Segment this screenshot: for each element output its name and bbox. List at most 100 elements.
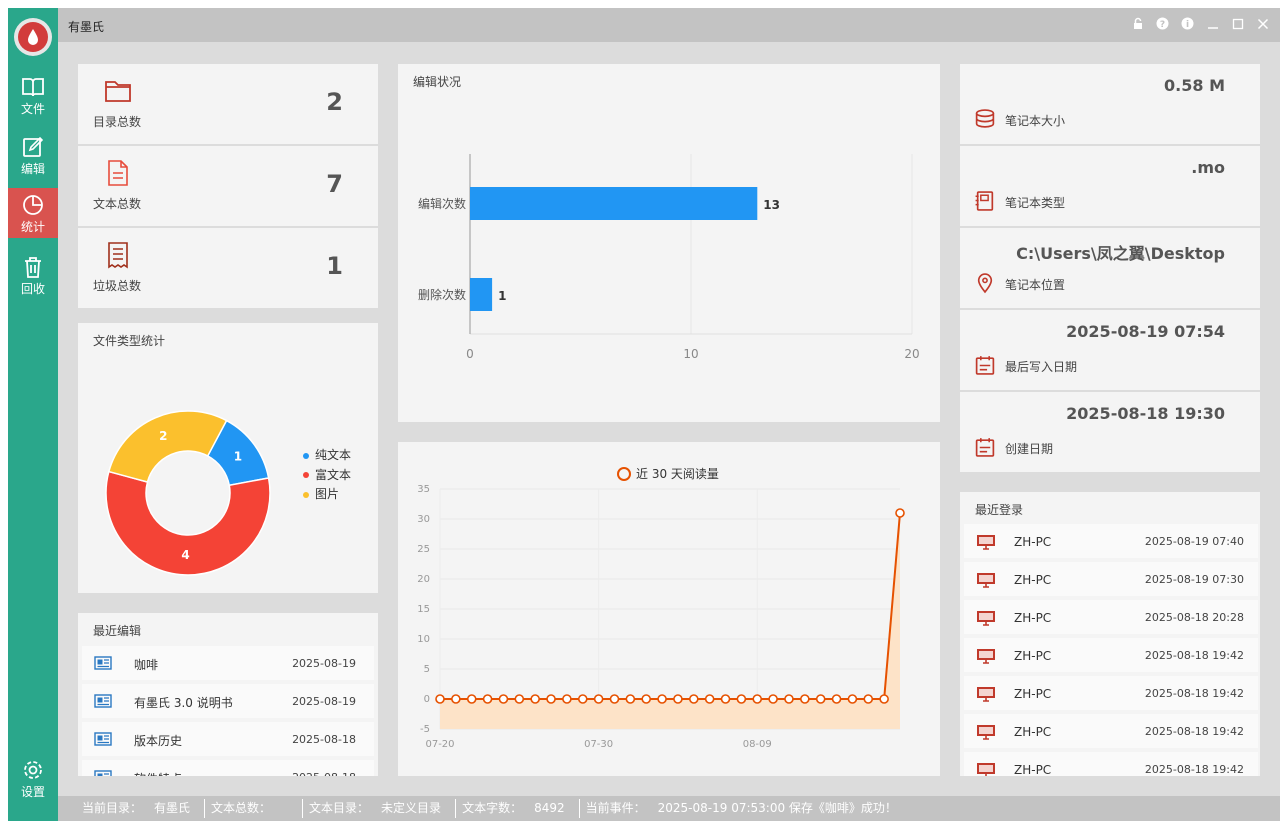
line-point[interactable]: [577, 694, 588, 704]
monitor-icon: [977, 649, 995, 664]
line-point[interactable]: [641, 694, 652, 704]
donut-slice[interactable]: [105, 470, 271, 576]
donut-slice-label: 2: [159, 429, 167, 443]
recent-edit-item[interactable]: 版本历史 2025-08-18: [82, 722, 374, 756]
notebook-info-card: 2025-08-18 19:30 创建日期: [960, 392, 1260, 472]
stat-value: 7: [326, 170, 343, 198]
status-event: 当前事件： 2025-08-19 07:53:00 保存《咖啡》成功！: [585, 801, 897, 815]
info-label: 最后写入日期: [1005, 360, 1078, 374]
recent-login-item[interactable]: ZH-PC 2025-08-19 07:30: [964, 562, 1258, 596]
info-icon[interactable]: i: [1180, 16, 1195, 31]
news-icon: [94, 732, 112, 746]
recent-edit-name: 咖啡: [134, 658, 159, 672]
line-point[interactable]: [831, 694, 842, 704]
sidebar-item-label: 编辑: [20, 162, 45, 176]
line-point[interactable]: [720, 694, 731, 704]
recent-login-item[interactable]: ZH-PC 2025-08-19 07:40: [964, 524, 1258, 558]
line-point[interactable]: [593, 694, 604, 704]
line-point[interactable]: [451, 694, 461, 704]
login-date: 2025-08-18 19:42: [1144, 725, 1244, 738]
line-point[interactable]: [847, 694, 858, 704]
close-icon[interactable]: [1255, 16, 1270, 31]
minimize-icon[interactable]: [1205, 16, 1220, 31]
line-point[interactable]: [530, 694, 540, 704]
x-tick-label: 20: [904, 347, 919, 361]
login-host: ZH-PC: [1014, 573, 1052, 587]
line-point[interactable]: [768, 694, 778, 704]
x-tick-label: 07-20: [425, 739, 454, 750]
line-point[interactable]: [704, 694, 715, 704]
donut-slice[interactable]: [107, 410, 228, 483]
recent-login-item[interactable]: ZH-PC 2025-08-18 20:28: [964, 600, 1258, 634]
receipt-icon: [108, 242, 128, 269]
line-point[interactable]: [879, 694, 889, 704]
document-icon: [108, 160, 128, 186]
login-date: 2025-08-18 19:42: [1144, 649, 1244, 662]
status-text-total: 文本总数：: [205, 799, 304, 818]
database-icon: [975, 109, 995, 128]
line-point[interactable]: [466, 694, 477, 704]
sidebar-item-stats[interactable]: 统计: [8, 188, 58, 238]
recent-edit-item[interactable]: 软件特点 2025-08-18: [82, 760, 374, 776]
line-point[interactable]: [752, 694, 763, 704]
line-point[interactable]: [498, 694, 509, 704]
stat-value: 2: [326, 88, 343, 116]
recent-edit-date: 2025-08-19: [292, 657, 356, 670]
sidebar-item-file[interactable]: 文件: [8, 70, 58, 120]
stat-card-directories: 目录总数 2: [78, 64, 378, 144]
login-date: 2025-08-19 07:30: [1144, 573, 1244, 586]
y-tick-label: 编辑次数: [418, 196, 466, 211]
calendar-icon: [975, 438, 995, 457]
info-value: C:\Users\凤之翼\Desktop: [1016, 244, 1225, 263]
line-point[interactable]: [609, 694, 620, 704]
recent-login-item[interactable]: ZH-PC 2025-08-18 19:42: [964, 752, 1258, 776]
line-point[interactable]: [435, 694, 445, 704]
recent-edit-item[interactable]: 有墨氏 3.0 说明书 2025-08-19: [82, 684, 374, 718]
book-icon: [22, 78, 44, 97]
line-point[interactable]: [482, 694, 493, 704]
line-point[interactable]: [546, 694, 556, 704]
monitor-icon: [977, 573, 995, 588]
line-point[interactable]: [562, 694, 572, 704]
sidebar-item-edit[interactable]: 编辑: [8, 130, 58, 180]
line-point[interactable]: [736, 694, 747, 704]
help-icon[interactable]: ?: [1155, 16, 1170, 31]
line-point[interactable]: [863, 694, 874, 704]
recent-login-item[interactable]: ZH-PC 2025-08-18 19:42: [964, 676, 1258, 710]
status-current-dir: 当前目录： 有墨氏: [58, 799, 206, 818]
line-point[interactable]: [784, 694, 794, 704]
recent-login-item[interactable]: ZH-PC 2025-08-18 19:42: [964, 714, 1258, 748]
stat-label: 垃圾总数: [93, 279, 142, 293]
line-point[interactable]: [673, 694, 683, 704]
status-text-dir: 文本目录： 未定义目录: [303, 799, 457, 818]
sidebar-item-recycle[interactable]: 回收: [8, 250, 58, 300]
window-title: 有墨氏: [68, 20, 105, 34]
y-tick-label: 30: [417, 514, 430, 525]
line-point[interactable]: [688, 694, 699, 704]
bar[interactable]: [470, 187, 758, 220]
info-value: 0.58 M: [1164, 76, 1225, 95]
login-host: ZH-PC: [1014, 611, 1052, 625]
lock-icon[interactable]: [1130, 16, 1145, 31]
line-point[interactable]: [895, 508, 905, 518]
login-host: ZH-PC: [1014, 649, 1052, 663]
recent-login-item[interactable]: ZH-PC 2025-08-18 19:42: [964, 638, 1258, 672]
line-point[interactable]: [657, 694, 667, 704]
y-tick-label: 15: [417, 604, 430, 615]
recent-edit-item[interactable]: 咖啡 2025-08-19: [82, 646, 374, 680]
card-title: 文件类型统计: [93, 334, 166, 348]
line-point[interactable]: [800, 694, 810, 704]
settings-button[interactable]: 设置: [8, 753, 58, 803]
notebook-icon: [975, 191, 994, 211]
recent-edit-name: 有墨氏 3.0 说明书: [134, 696, 233, 710]
edit-status-bar-chart: 0 10 20 编辑次数 13 删除次数 1: [418, 154, 920, 361]
bar[interactable]: [470, 278, 493, 311]
line-point[interactable]: [625, 694, 636, 704]
line-point[interactable]: [514, 694, 525, 704]
line-point[interactable]: [815, 694, 826, 704]
folder-icon: [105, 81, 131, 102]
news-icon: [94, 694, 112, 708]
maximize-icon[interactable]: [1230, 16, 1245, 31]
status-bar: 当前目录： 有墨氏 文本总数： 文本目录： 未定义目录 文本字数： 8492 当前事件…: [58, 796, 1280, 821]
line-series: [440, 512, 901, 700]
